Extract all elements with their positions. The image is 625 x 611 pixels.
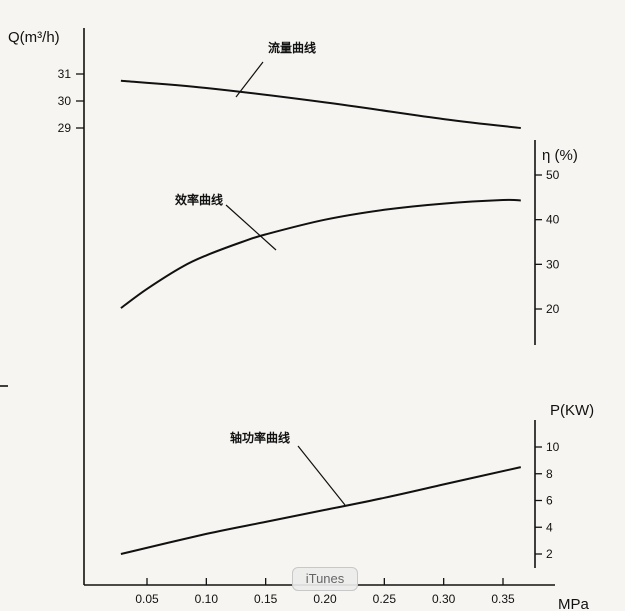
ticks-layer: 0.05 0.10 0.15 0.20 0.25 0.30 0.35 29 30 31 20 30 40… — [58, 67, 560, 606]
power-tick-label: 10 — [546, 440, 560, 454]
power-tick-label: 2 — [546, 547, 553, 561]
efficiency-curve — [120, 198, 521, 309]
power-tick-label: 4 — [546, 520, 553, 534]
curves-layer — [120, 79, 522, 555]
x-tick-label: 0.05 — [135, 592, 159, 606]
efficiency-tick-label: 30 — [546, 257, 560, 271]
flow-curve-label: 流量曲线 — [268, 40, 316, 55]
efficiency-tick-label: 40 — [546, 213, 560, 227]
x-tick-label: 0.10 — [195, 592, 219, 606]
flow-tick-label: 31 — [58, 67, 72, 81]
efficiency-curve-leader — [225, 204, 277, 251]
power-curve-leader — [297, 445, 346, 506]
power-tick-label: 8 — [546, 467, 553, 481]
x-tick-label: 0.20 — [313, 592, 337, 606]
power-tick-label: 6 — [546, 494, 553, 508]
power-axis-title: P(KW) — [550, 402, 594, 419]
efficiency-axis-title: η (%) — [542, 147, 578, 164]
x-tick-label: 0.30 — [432, 592, 456, 606]
power-curve-label: 轴功率曲线 — [230, 430, 290, 445]
flow-tick-label: 30 — [58, 94, 72, 108]
flow-curve-leader — [235, 61, 264, 98]
x-tick-label: 0.25 — [373, 592, 397, 606]
flow-axis-title: Q(m³/h) — [8, 29, 60, 46]
efficiency-curve-label: 效率曲线 — [175, 192, 223, 207]
x-tick-label: 0.35 — [491, 592, 515, 606]
flow-curve — [120, 79, 521, 129]
efficiency-tick-label: 50 — [546, 168, 560, 182]
efficiency-tick-label: 20 — [546, 302, 560, 316]
x-axis-title: MPa — [558, 596, 590, 611]
flow-tick-label: 29 — [58, 121, 72, 135]
itunes-badge[interactable]: iTunes — [292, 567, 358, 591]
x-tick-label: 0.15 — [254, 592, 278, 606]
power-curve — [120, 466, 522, 555]
